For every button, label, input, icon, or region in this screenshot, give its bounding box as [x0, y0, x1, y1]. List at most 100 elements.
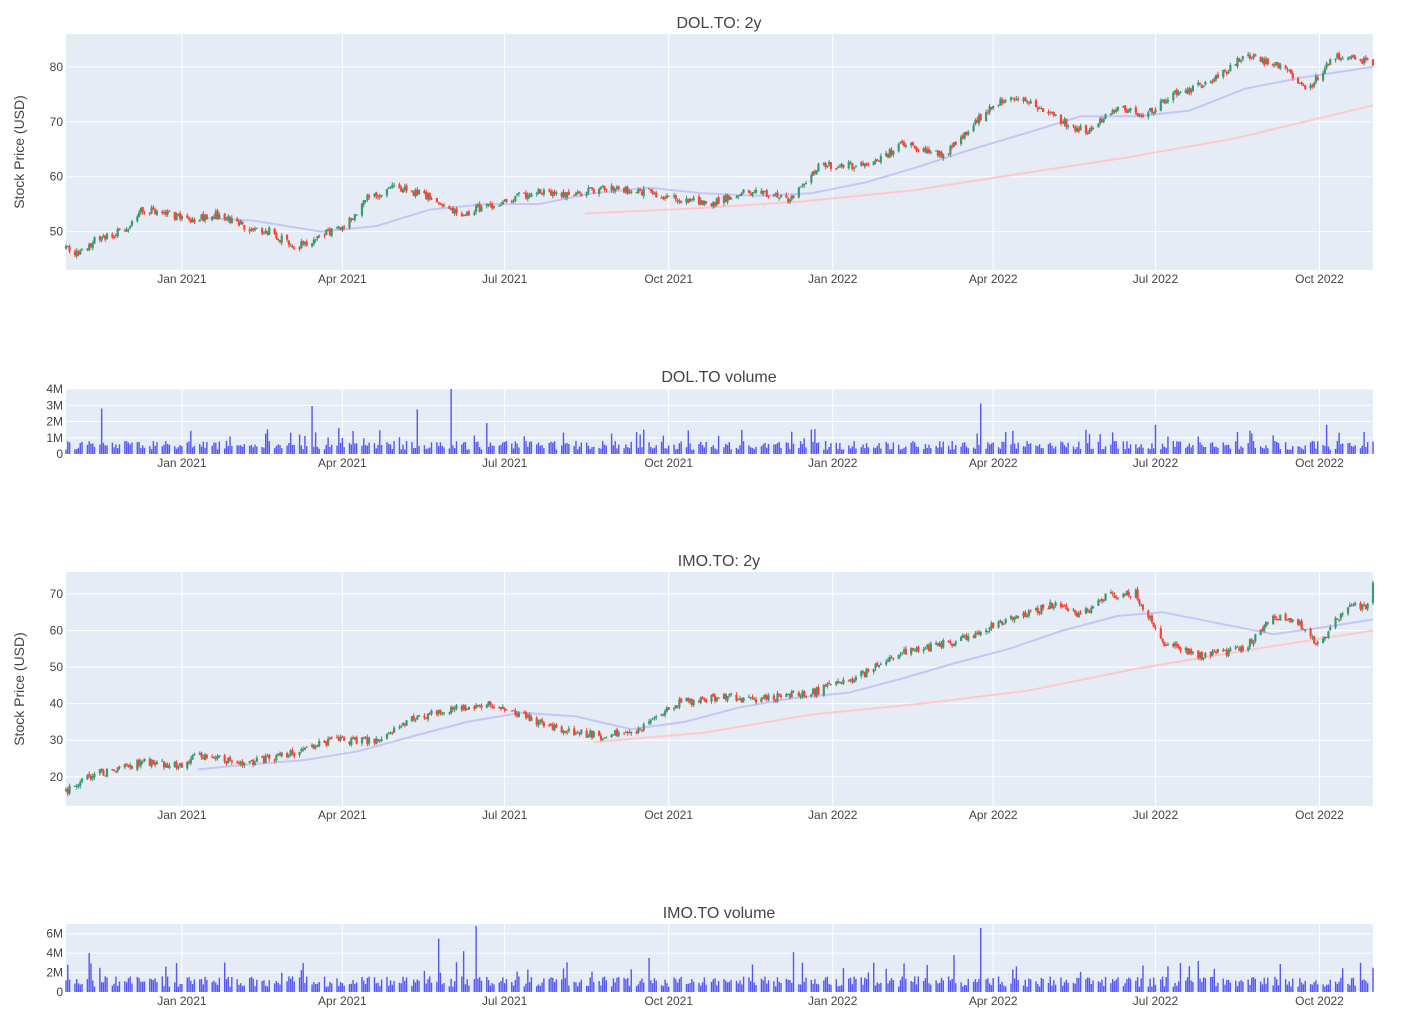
candle-up [239, 760, 242, 767]
volume-bar [778, 441, 780, 454]
candle-body [442, 712, 446, 714]
candle-down [428, 711, 431, 715]
candle-up [1149, 108, 1152, 112]
volume-bar [585, 985, 588, 992]
candle-down [1150, 107, 1153, 115]
candle-body [1273, 616, 1277, 618]
candle-down [701, 200, 704, 206]
candle-body [1050, 111, 1054, 113]
candle-body [1102, 600, 1105, 602]
volume-bar [1354, 985, 1356, 992]
candle-down [986, 109, 989, 115]
candle-down [1061, 603, 1064, 608]
candle-up [1291, 619, 1294, 623]
volume-bar [723, 979, 725, 992]
candle-down [1163, 99, 1166, 105]
candle-body [88, 774, 91, 776]
volume-bar [88, 441, 90, 454]
volume-bar [849, 977, 852, 992]
candle-up [450, 705, 453, 715]
candle-up [840, 681, 843, 685]
candle-body [949, 146, 952, 155]
volume-bar [503, 441, 506, 454]
candle-body [765, 190, 768, 197]
candle-down [286, 234, 289, 242]
volume-bar [598, 447, 600, 454]
volume-bar [789, 980, 791, 992]
volume-bar [1085, 979, 1087, 992]
candle-up [967, 129, 970, 137]
volume-bar [1279, 449, 1281, 454]
volume-bar [1062, 985, 1064, 992]
volume-bar [402, 976, 404, 992]
candle-body [612, 186, 615, 191]
candle-up [879, 662, 882, 665]
volume-bar [648, 442, 650, 454]
candle-body [416, 189, 419, 195]
candle-down [343, 224, 346, 231]
candle-body [649, 189, 652, 191]
candle-body [186, 761, 189, 769]
candle-down [230, 760, 233, 765]
candle-down [1338, 51, 1341, 61]
volume-bar [555, 449, 558, 454]
volume-bar [238, 445, 240, 454]
volume-bar [179, 983, 181, 992]
volume-bar [325, 986, 328, 992]
candle-down [590, 187, 594, 191]
volume-bar [1338, 981, 1340, 992]
candle-body [337, 737, 340, 741]
volume-bar [1026, 441, 1028, 454]
candle-down [951, 143, 954, 149]
volume-bar [1349, 442, 1351, 454]
candle-down [161, 209, 164, 215]
candle-body [1346, 607, 1350, 614]
candle-down [228, 215, 232, 225]
candle-body [416, 716, 419, 720]
candle-body [1204, 653, 1207, 657]
candle-body [98, 769, 101, 774]
volume-bar [138, 441, 140, 454]
volume-bar [951, 441, 953, 454]
candle-body [587, 187, 590, 193]
candle-body [610, 185, 613, 191]
candle-body [1091, 606, 1095, 609]
candle-up [1040, 604, 1043, 615]
candle-body [148, 212, 151, 215]
volume-bar [568, 444, 570, 454]
candle-body [173, 761, 176, 767]
candle-down [947, 153, 950, 156]
candle-down [1175, 87, 1178, 98]
candle-body [674, 705, 677, 708]
volume-bar [1300, 982, 1303, 992]
candle-up [150, 758, 153, 769]
candle-body [73, 785, 77, 787]
candle-down [829, 162, 833, 172]
candle-body [1022, 98, 1025, 102]
candle-up [1304, 628, 1307, 633]
candle-down [491, 703, 494, 709]
dol-volume-title: DOL.TO volume [661, 369, 776, 386]
volume-bar [90, 963, 92, 992]
x-tick-label: Oct 2021 [644, 456, 693, 470]
volume-bar [166, 443, 169, 454]
candle-body [451, 707, 455, 710]
volume-bar [903, 963, 905, 992]
candle-body [252, 759, 255, 765]
candle-body [323, 235, 326, 237]
candle-body [498, 707, 501, 709]
candle-body [1029, 610, 1032, 612]
candle-down [223, 753, 226, 764]
volume-bar [92, 443, 94, 454]
candle-up [1134, 588, 1137, 599]
candle-down [1024, 609, 1027, 618]
candle-body [1371, 582, 1375, 603]
candle-body [1063, 119, 1066, 125]
dol-price-title: DOL.TO: 2y [676, 15, 761, 32]
candle-body [738, 698, 742, 700]
candle-up [105, 768, 109, 778]
volume-bar [560, 979, 563, 992]
volume-bar [216, 984, 219, 992]
volume-bar [1311, 984, 1314, 992]
candle-body [487, 203, 490, 206]
